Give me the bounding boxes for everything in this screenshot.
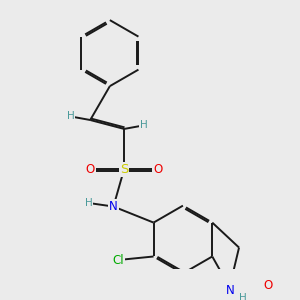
Text: O: O	[153, 163, 163, 176]
Text: N: N	[226, 284, 235, 297]
Text: O: O	[85, 163, 95, 176]
Text: O: O	[263, 278, 272, 292]
Text: Cl: Cl	[112, 254, 124, 267]
Text: H: H	[239, 292, 247, 300]
Text: H: H	[67, 111, 74, 122]
Text: S: S	[120, 163, 128, 176]
Text: N: N	[109, 200, 118, 213]
Text: H: H	[85, 198, 92, 208]
Text: H: H	[140, 120, 148, 130]
